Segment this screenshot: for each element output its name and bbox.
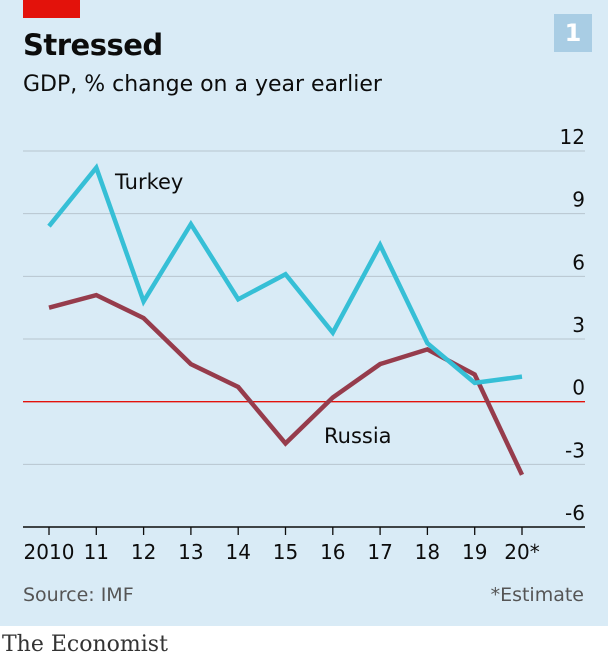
brand-wordmark: The Economist [2, 632, 168, 657]
series-line-turkey [47, 163, 523, 386]
line-chart: 12 9 6 3 0 -3 -6 2010 11 12 13 14 15 16 17 18 19 20* Turke… [23, 125, 585, 564]
series-line-russia [48, 292, 525, 476]
y-tick-label: 12 [560, 125, 585, 149]
x-tick-label: 14 [225, 540, 250, 564]
x-tick-label: 16 [320, 540, 345, 564]
chart-title: Stressed [23, 28, 163, 62]
y-tick-label: 3 [572, 313, 585, 337]
x-tick-label: 18 [415, 540, 440, 564]
y-tick-label: 6 [572, 250, 585, 274]
x-tick-label: 17 [367, 540, 392, 564]
y-tick-label: 0 [572, 376, 585, 400]
x-tick-label: 2010 [24, 540, 75, 564]
x-tick-label: 19 [462, 540, 487, 564]
x-tick-label: 15 [273, 540, 298, 564]
chart-subtitle: GDP, % change on a year earlier [23, 72, 382, 97]
x-tick-label: 11 [84, 540, 109, 564]
chart-number-badge: 1 [554, 14, 592, 52]
series-label-russia: Russia [324, 424, 392, 448]
source-note: Source: IMF [23, 584, 134, 606]
brand-red-tag [23, 0, 80, 18]
y-tick-label: 9 [572, 188, 585, 212]
estimate-note: *Estimate [490, 584, 584, 606]
chart-panel [0, 0, 608, 626]
y-tick-label: -3 [565, 438, 585, 462]
x-tick-label: 12 [131, 540, 156, 564]
x-tick-label: 13 [178, 540, 203, 564]
series-label-turkey: Turkey [114, 170, 183, 194]
y-tick-label: -6 [565, 501, 585, 525]
x-tick-label: 20* [504, 540, 539, 564]
